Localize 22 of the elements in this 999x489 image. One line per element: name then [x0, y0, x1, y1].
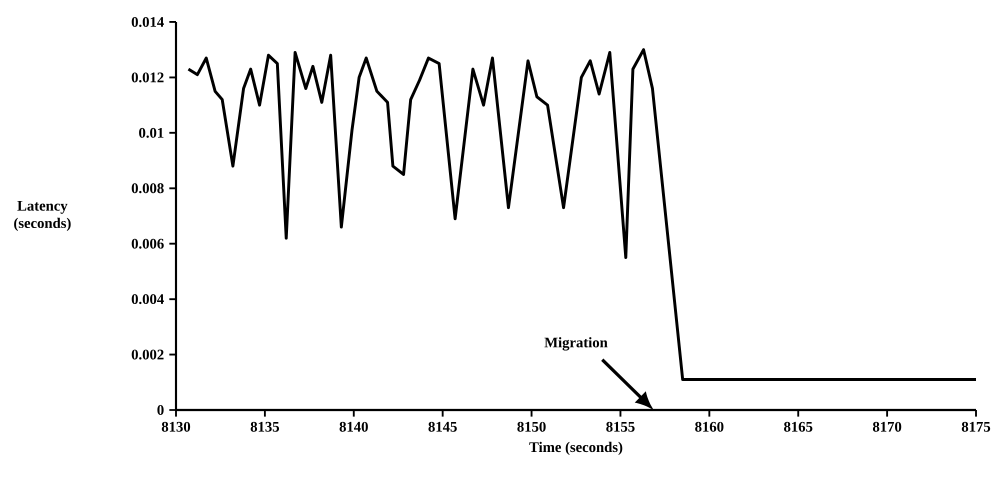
y-tick-label: 0.012 [132, 72, 164, 82]
x-tick-label: 8140 [340, 422, 368, 432]
x-tick-label: 8150 [517, 422, 546, 432]
line-series [186, 48, 978, 381]
annotation: Migration [544, 337, 608, 351]
y-axis-title: Latency (seconds) [14, 200, 71, 232]
y-tick-label: 0 [157, 405, 164, 415]
x-tick-label: 8175 [962, 422, 990, 432]
y-tick-label: 0.014 [132, 17, 164, 27]
x-tick-label: 8155 [606, 422, 635, 432]
x-tick-label: 8165 [784, 422, 812, 432]
y-tick-label: 0.006 [132, 238, 164, 249]
x-axis-title: Time (seconds) [529, 442, 622, 456]
x-tick-label: 8160 [695, 422, 724, 432]
x-tick-label: 8145 [428, 422, 457, 432]
y-tick-label: 0.01 [139, 128, 164, 138]
y-tick-label: 0.004 [132, 294, 164, 304]
x-tick-label: 8170 [872, 422, 902, 432]
y-tick-label: 0.002 [132, 350, 164, 360]
x-tick-label: 8130 [162, 422, 190, 432]
x-tick-label: 8135 [250, 422, 280, 432]
y-tick-label: 0.008 [132, 183, 164, 194]
